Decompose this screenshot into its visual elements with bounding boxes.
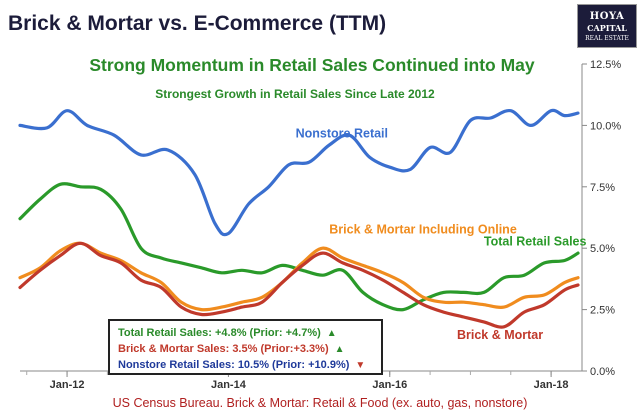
series-annotation: Brick & Mortar Including Online [329,222,517,236]
chart-subtitle: Strong Momentum in Retail Sales Continue… [89,55,535,75]
legend-text-total: Total Retail Sales: +4.8% (Prior: +4.7%) [118,327,321,339]
y-tick-label: 2.5% [590,305,615,317]
legend-row-brick-mortar: Brick & Mortar Sales: 3.5% (Prior:+3.3%)… [118,341,373,357]
legend-text-nonstore: Nonstore Retail Sales: 10.5% (Prior: +10… [118,359,350,371]
up-arrow-icon: ▲ [326,327,337,339]
series-line-brick-mortar-including-online [18,241,580,312]
chart-axes: 0.0% 2.5% 5.0% 7.5% 10.0% 12.5% Jan-12 Jan-14 Ja… [20,59,621,391]
logo-line-3: REAL ESTATE [585,35,629,42]
x-tick-label: Jan-18 [534,379,569,391]
legend-row-total: Total Retail Sales: +4.8% (Prior: +4.7%)… [118,325,373,341]
y-tick-label: 10.0% [590,120,621,132]
chart-title: Brick & Mortar vs. E-Commerce (TTM) [8,12,387,35]
chart-series [18,108,580,329]
series-line-brick-mortar [18,241,580,329]
logo-line-2: CAPITAL [587,23,627,33]
source-note: US Census Bureau. Brick & Mortar: Retail… [112,396,528,410]
y-tick-label: 7.5% [590,182,615,194]
series-line-nonstore-retail [18,108,580,237]
y-tick-label: 5.0% [590,243,615,255]
summary-legend-box: Total Retail Sales: +4.8% (Prior: +4.7%)… [108,319,383,375]
y-tick-label: 0.0% [590,366,615,378]
x-tick-label: Jan-16 [372,379,407,391]
logo-line-1: HOYA [589,11,625,22]
x-tick-label: Jan-14 [211,379,247,391]
series-annotation: Brick & Mortar [457,328,543,342]
legend-row-nonstore: Nonstore Retail Sales: 10.5% (Prior: +10… [118,357,373,373]
series-line-total-retail-sales [18,182,580,312]
y-tick-label: 12.5% [590,59,621,71]
series-annotation: Total Retail Sales [484,235,587,249]
chart-subtitle-secondary: Strongest Growth in Retail Sales Since L… [155,87,435,101]
series-annotation: Nonstore Retail [296,127,388,141]
legend-text-brick-mortar: Brick & Mortar Sales: 3.5% (Prior:+3.3%) [118,343,329,355]
up-arrow-icon: ▲ [334,343,345,355]
down-arrow-icon: ▼ [355,359,366,371]
x-tick-label: Jan-12 [50,379,85,391]
hoya-capital-logo: HOYA CAPITAL REAL ESTATE [577,4,637,48]
chart-annotations: Nonstore Retail Brick & Mortar Including … [296,127,587,342]
